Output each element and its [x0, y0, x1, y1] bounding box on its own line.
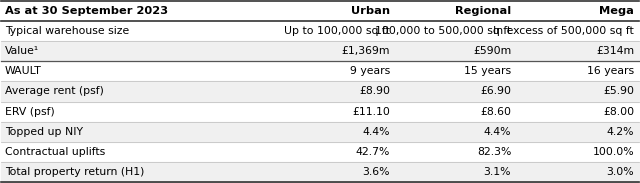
- Text: £5.90: £5.90: [603, 87, 634, 96]
- Text: In excess of 500,000 sq ft: In excess of 500,000 sq ft: [493, 26, 634, 36]
- Text: £590m: £590m: [473, 46, 511, 56]
- Text: Urban: Urban: [351, 6, 390, 16]
- Text: 15 years: 15 years: [464, 66, 511, 76]
- Text: 100.0%: 100.0%: [593, 147, 634, 157]
- Text: £8.00: £8.00: [603, 107, 634, 117]
- Text: ERV (psf): ERV (psf): [4, 107, 54, 117]
- Text: 3.1%: 3.1%: [484, 167, 511, 177]
- Text: 42.7%: 42.7%: [356, 147, 390, 157]
- Text: Typical warehouse size: Typical warehouse size: [4, 26, 129, 36]
- Text: Up to 100,000 sq ft: Up to 100,000 sq ft: [284, 26, 390, 36]
- Text: 82.3%: 82.3%: [477, 147, 511, 157]
- Text: As at 30 September 2023: As at 30 September 2023: [4, 6, 168, 16]
- Bar: [1, 122, 639, 142]
- Text: 3.0%: 3.0%: [607, 167, 634, 177]
- Text: £8.90: £8.90: [359, 87, 390, 96]
- Text: 9 years: 9 years: [350, 66, 390, 76]
- Text: WAULT: WAULT: [4, 66, 42, 76]
- Bar: [1, 81, 639, 102]
- Text: 4.4%: 4.4%: [363, 127, 390, 137]
- Text: £314m: £314m: [596, 46, 634, 56]
- Text: £11.10: £11.10: [352, 107, 390, 117]
- Text: £8.60: £8.60: [480, 107, 511, 117]
- Text: Total property return (H1): Total property return (H1): [4, 167, 144, 177]
- Text: 16 years: 16 years: [587, 66, 634, 76]
- Text: Value¹: Value¹: [4, 46, 38, 56]
- Bar: [1, 41, 639, 61]
- Text: 3.6%: 3.6%: [363, 167, 390, 177]
- Text: 4.4%: 4.4%: [484, 127, 511, 137]
- Text: £1,369m: £1,369m: [342, 46, 390, 56]
- Text: Regional: Regional: [455, 6, 511, 16]
- Text: £6.90: £6.90: [480, 87, 511, 96]
- Text: Mega: Mega: [599, 6, 634, 16]
- Text: Average rent (psf): Average rent (psf): [4, 87, 104, 96]
- Bar: [1, 162, 639, 182]
- Text: Topped up NIY: Topped up NIY: [4, 127, 83, 137]
- Text: Contractual uplifts: Contractual uplifts: [4, 147, 105, 157]
- Text: 4.2%: 4.2%: [607, 127, 634, 137]
- Text: 100,000 to 500,000 sq ft: 100,000 to 500,000 sq ft: [375, 26, 511, 36]
